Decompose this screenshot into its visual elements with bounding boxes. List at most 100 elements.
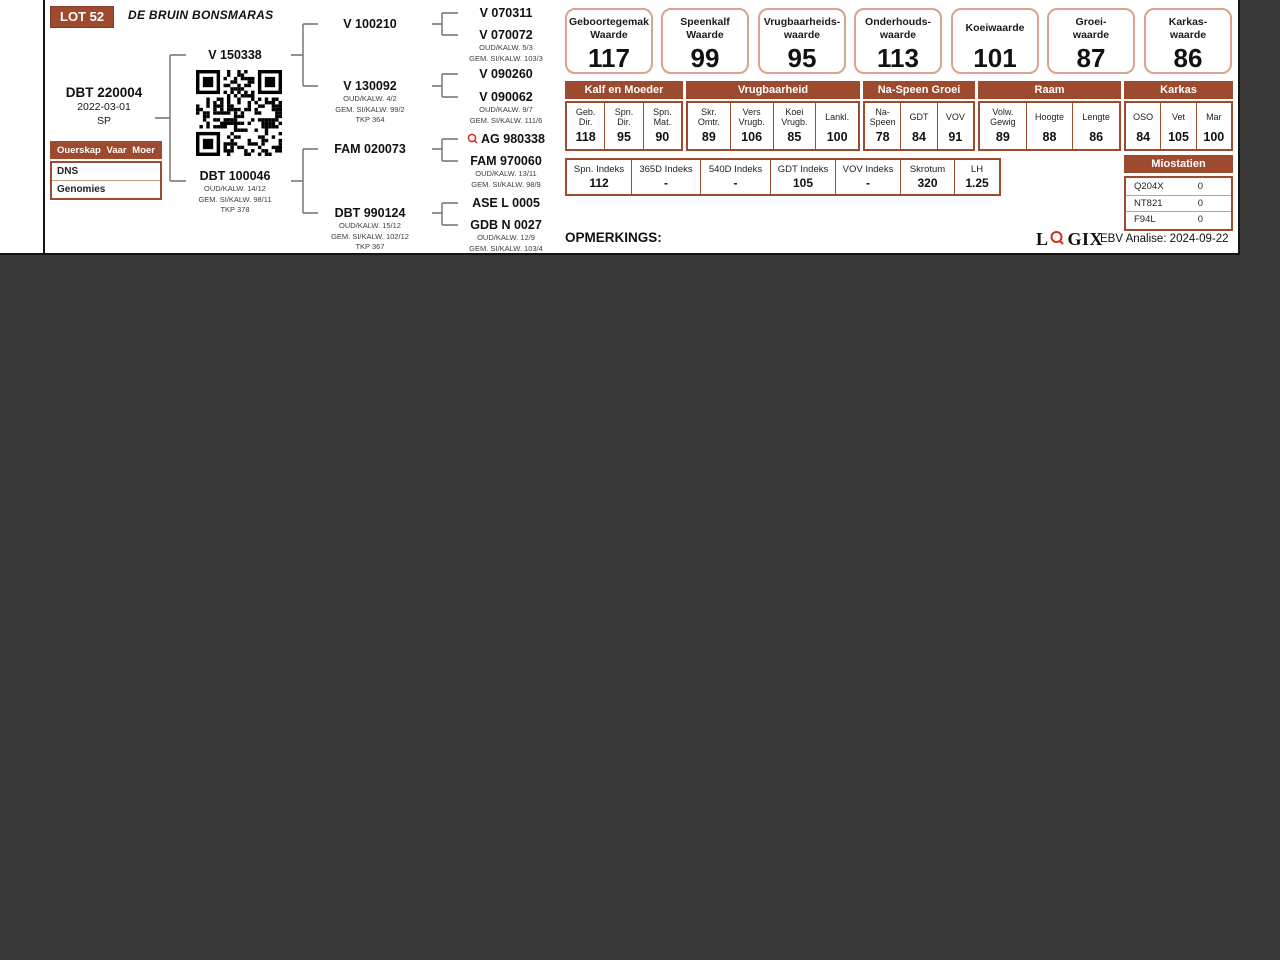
parentage-row-dns: DNS (57, 166, 79, 177)
animal-id: DBT 220004 (65, 85, 143, 100)
ebv-value: 84 (1136, 130, 1151, 144)
ebv-value: 105 (1168, 130, 1189, 144)
card-value: 99 (690, 43, 720, 73)
miostatien-row: Q204X 0 (1126, 178, 1231, 195)
group-body-karkas: OSO 84 Vet 105 Mar 100 (1124, 101, 1233, 151)
pedigree-node-id: AG 980338 (444, 132, 568, 147)
pedigree-node-id: V 070072 (479, 28, 533, 42)
ebv-column: Koei Vrugb. 85 (772, 103, 816, 149)
card-value: 86 (1173, 43, 1203, 73)
ebv-value: 91 (948, 130, 963, 144)
ebv-column: Mar 100 (1195, 103, 1231, 149)
stud-brand-icon (467, 133, 478, 147)
group-body-na-speen-groei: Na- Speen 78 GDT 84 VOV 91 (863, 101, 975, 151)
pedigree-sire-id: V 150338 (208, 48, 262, 62)
pedigree-node-gen3-2: V 130092 OUD/KALW. 4/2 GEM. SI/KALW. 99/… (308, 79, 432, 125)
card-label: Groei- (1075, 15, 1107, 28)
pedigree-node-stat: GEM. SI/KALW. 98/9 (471, 179, 541, 189)
pedigree-node-id: FAM 970060 (470, 154, 542, 168)
ebv-column: Spn. Dir. 95 (604, 103, 642, 149)
pedigree-node-stat: OUD/KALW. 4/2 (343, 94, 397, 103)
parentage-header: Ouerskap Vaar Moer (50, 141, 162, 159)
miostatien-row: F94L 0 (1126, 211, 1231, 228)
pedigree-node-stat: TKP 367 (355, 242, 385, 251)
parentage-col-moer: Moer (132, 144, 155, 156)
group-header-na-speen-groei: Na-Speen Groei (863, 81, 975, 99)
card-label: Waarde (590, 28, 628, 41)
pedigree-sire: V 150338 (173, 48, 297, 62)
parentage-col-ouerskap: Ouerskap (57, 144, 101, 156)
group-body-raam: Volw. Gewig 89 Hoogte 88 Lengte 86 (978, 101, 1121, 151)
ebv-value: 89 (701, 130, 716, 144)
group-header-kalf-en-moeder: Kalf en Moeder (565, 81, 683, 99)
pedigree-node-stat: OUD/KALW. 15/12 (339, 221, 401, 230)
miostatien-table: Q204X 0 NT821 0 F94L 0 (1124, 176, 1233, 231)
pedigree-node-stat: OUD/KALW. 12/9 (477, 233, 535, 242)
group-body-vrugbaarheid: Skr. Omtr. 89 Vers Vrugb. 106 Koei Vrugb. 8… (686, 101, 860, 151)
ebv-value: 84 (912, 130, 926, 144)
pedigree-node-gen4-1: V 070311 (444, 6, 568, 20)
indeks-cell-vov: VOV Indeks - (835, 160, 900, 194)
card-value: 117 (588, 43, 630, 73)
ebv-analise-date: EBV Analise: 2024-09-22 (1100, 233, 1229, 245)
ebv-column: VOV 91 (936, 103, 973, 149)
pedigree-node-id: V 070311 (479, 6, 533, 20)
pedigree-node-stat: OUD/KALW. 9/7 (479, 105, 533, 114)
indeks-cell-spn: Spn. Indeks 112 (573, 163, 625, 190)
ebv-value: 100 (1203, 130, 1225, 144)
pedigree-node-stat: OUD/KALW. 5/3 (479, 43, 533, 52)
gene-label: Q204X (1134, 180, 1164, 192)
card-label: Koeiwaarde (965, 22, 1025, 34)
ebv-column: Geb. Dir. 118 (567, 103, 604, 149)
ebv-value: 118 (575, 130, 596, 144)
group-header-karkas: Karkas (1124, 81, 1233, 99)
indeks-table: Spn. Indeks 112 365D Indeks - 540D Indeks -… (565, 158, 1001, 196)
pedigree-node-gen4-4: V 090062 OUD/KALW. 9/7 GEM. SI/KALW. 111… (444, 90, 568, 125)
pedigree-node-stat: GEM. SI/KALW. 111/6 (469, 115, 543, 125)
pedigree-dam-stat: OUD/KALW. 14/12 (204, 184, 266, 193)
pedigree-node-id: V 090062 (479, 90, 533, 104)
parentage-row-genomies: Genomies (52, 180, 160, 197)
group-header-vrugbaarheid: Vrugbaarheid (686, 81, 860, 99)
pedigree-node-gen4-7: ASE L 0005 (444, 196, 568, 210)
pedigree-node-gen4-2: V 070072 OUD/KALW. 5/3 GEM. SI/KALW. 103… (444, 28, 568, 63)
pedigree-node-gen4-8: GDB N 0027 OUD/KALW. 12/9 GEM. SI/KALW. … (444, 218, 568, 253)
qr-code (196, 70, 282, 156)
ebv-column: Vet 105 (1160, 103, 1195, 149)
animal-birth-date: 2022-03-01 (77, 101, 131, 113)
card-label: waarde (1169, 28, 1207, 41)
pedigree-node-id: GDB N 0027 (470, 218, 542, 232)
pedigree-node-stat: OUD/KALW. 13/11 (475, 169, 537, 178)
logix-letter-l: L (1036, 229, 1049, 249)
pedigree-node-id: FAM 020073 (334, 142, 406, 156)
pedigree-dam-stat: GEM. SI/KALW. 98/11 (198, 194, 272, 204)
indeks-cell-540d: 540D Indeks - (700, 160, 770, 194)
pedigree-node-stat: TKP 364 (355, 115, 385, 124)
card-onderhoudswaarde: Onderhouds-waarde 113 (854, 8, 942, 74)
ebv-column: Vers Vrugb. 106 (729, 103, 773, 149)
pedigree-node-id: V 130092 (343, 79, 397, 93)
pedigree-node-gen4-3: V 090260 (444, 67, 568, 81)
lot-number-badge: LOT 52 (50, 6, 115, 28)
ebv-value: 85 (787, 130, 802, 144)
pedigree-node-id: V 090260 (479, 67, 533, 81)
card-label: Speenkalf (680, 15, 730, 28)
card-value: 101 (973, 43, 1017, 73)
indeks-cell-365d: 365D Indeks - (631, 160, 700, 194)
ebv-value: 78 (875, 130, 890, 144)
gene-value: 0 (1197, 180, 1203, 192)
ebv-column: Skr. Omtr. 89 (688, 103, 730, 149)
card-koeiwaarde: Koeiwaarde 101 (951, 8, 1039, 74)
card-geboortegemak-waarde: Geboortegemak Waarde 117 (565, 8, 653, 74)
pedigree-node-stat: GEM. SI/KALW. 102/12 (331, 231, 409, 241)
pedigree-node-gen4-6: FAM 970060 OUD/KALW. 13/11 GEM. SI/KALW.… (444, 154, 568, 189)
card-label: Waarde (686, 28, 724, 41)
miostatien-header: Miostatien (1124, 155, 1233, 173)
pedigree-node-stat: GEM. SI/KALW. 99/2 (335, 104, 405, 114)
ebv-column: Volw. Gewig 89 (980, 103, 1026, 149)
parentage-col-vaar: Vaar (106, 144, 127, 156)
card-value: 95 (787, 43, 817, 73)
gene-value: 0 (1197, 197, 1203, 209)
card-groeiwaarde: Groei-waarde 87 (1047, 8, 1135, 74)
gene-label: NT821 (1134, 197, 1163, 209)
